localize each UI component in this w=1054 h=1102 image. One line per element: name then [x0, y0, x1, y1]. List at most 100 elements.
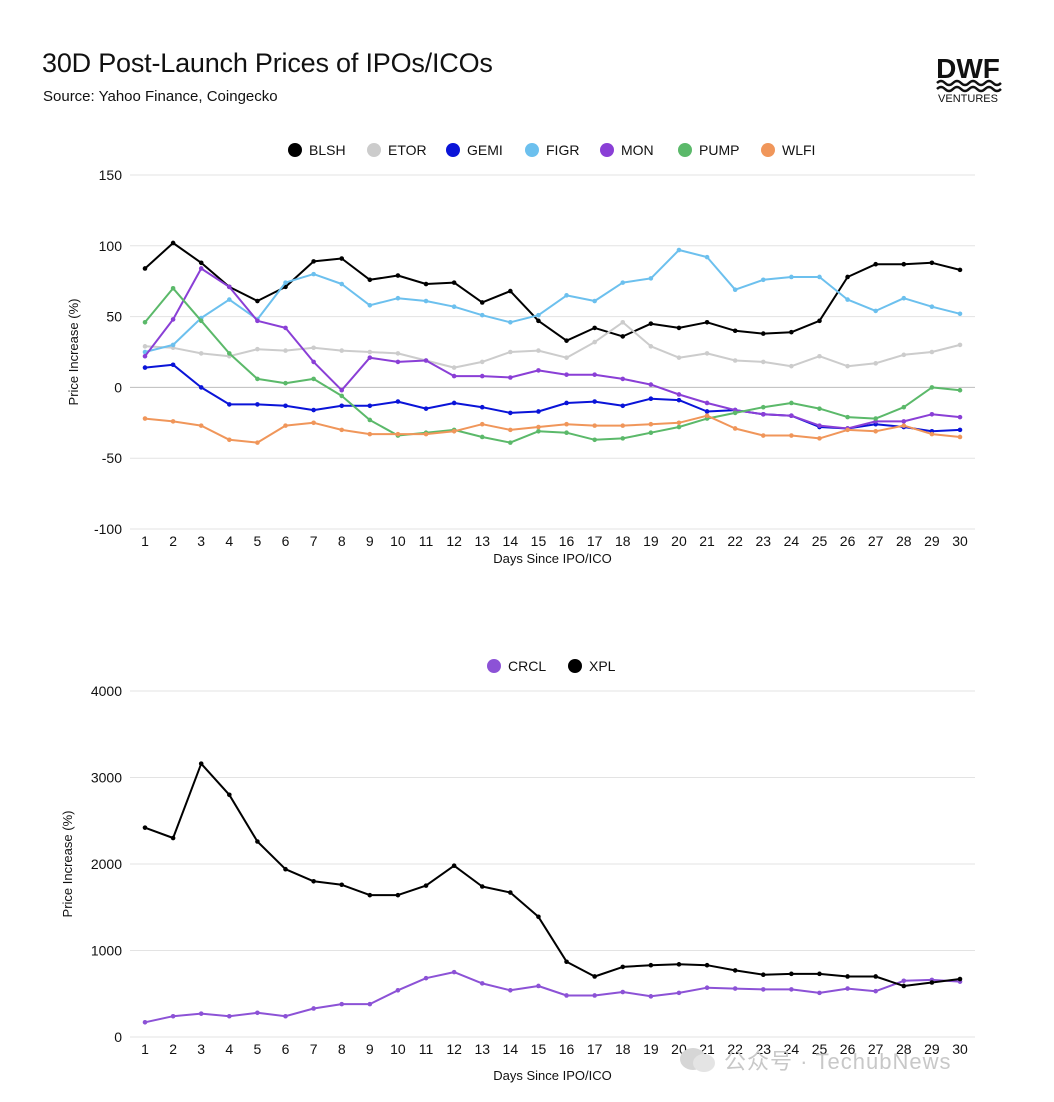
series-line-etor — [144, 321, 961, 369]
series-pump — [142, 285, 963, 445]
legend-item-blsh: BLSH — [288, 142, 346, 158]
data-point — [198, 385, 204, 390]
data-point — [198, 423, 204, 428]
x-tick-label: 24 — [784, 533, 800, 549]
data-point — [423, 975, 429, 981]
data-point — [479, 359, 485, 365]
data-point — [423, 281, 429, 287]
y-tick-label: -100 — [94, 521, 122, 537]
x-tick-label: 4 — [225, 533, 233, 549]
data-point — [536, 428, 541, 434]
y-tick-label: 150 — [99, 167, 123, 183]
data-point — [283, 1013, 288, 1019]
data-point — [957, 342, 963, 348]
x-tick-label: 14 — [503, 533, 519, 549]
data-point — [283, 423, 288, 428]
data-point — [311, 879, 316, 884]
series-gemi — [142, 362, 963, 434]
data-point — [479, 884, 485, 889]
x-tick-label: 27 — [868, 533, 884, 549]
x-tick-label: 21 — [699, 533, 715, 549]
x-tick-label: 11 — [419, 1041, 434, 1057]
data-point — [789, 433, 794, 438]
data-point — [170, 240, 176, 246]
data-point — [789, 274, 794, 280]
data-point — [227, 792, 232, 798]
data-point — [255, 440, 260, 445]
data-point — [283, 325, 288, 331]
legend-label: MON — [621, 142, 654, 158]
data-point — [339, 403, 345, 409]
data-point — [255, 376, 260, 382]
x-tick-label: 17 — [587, 533, 603, 549]
series-line-crcl — [144, 971, 961, 1024]
data-point — [536, 914, 541, 920]
data-point — [620, 334, 626, 339]
data-point — [339, 1001, 345, 1007]
data-point — [479, 434, 485, 440]
legend-item-etor: ETOR — [367, 142, 427, 158]
x-tick-label: 22 — [727, 533, 743, 549]
y-tick-label: 4000 — [91, 683, 122, 699]
page-subtitle: Source: Yahoo Finance, Coingecko — [43, 88, 278, 105]
data-point — [227, 351, 232, 356]
data-point — [339, 387, 345, 393]
data-point — [676, 420, 682, 426]
x-tick-label: 20 — [671, 533, 687, 549]
data-point — [760, 404, 766, 410]
series-line-pump — [144, 287, 961, 444]
data-point — [508, 427, 513, 433]
data-point — [957, 434, 963, 440]
data-point — [929, 349, 935, 355]
data-point — [479, 981, 485, 986]
data-point — [508, 349, 513, 355]
x-tick-label: 6 — [282, 533, 290, 549]
data-point — [283, 348, 288, 353]
data-point — [198, 318, 204, 324]
series-wlfi — [142, 413, 963, 445]
data-point — [142, 319, 148, 325]
data-point — [789, 363, 794, 369]
data-point — [227, 284, 232, 290]
data-point — [620, 423, 626, 428]
x-tick-label: 6 — [282, 1041, 290, 1057]
legend-item-xpl: XPL — [568, 658, 616, 674]
data-point — [732, 968, 738, 973]
data-point — [564, 372, 569, 377]
data-point — [789, 329, 794, 335]
y-tick-label: 1000 — [91, 943, 122, 959]
data-point — [423, 358, 429, 363]
data-point — [508, 987, 513, 993]
data-point — [817, 353, 822, 359]
data-point — [170, 419, 176, 424]
data-point — [676, 392, 682, 397]
data-point — [311, 359, 316, 365]
x-tick-label: 16 — [559, 533, 575, 549]
data-point — [564, 293, 569, 298]
data-point — [536, 983, 541, 989]
data-point — [395, 273, 401, 278]
data-point — [676, 247, 682, 253]
data-point — [732, 410, 738, 416]
data-point — [704, 409, 710, 414]
data-point — [901, 295, 907, 301]
data-point — [676, 424, 682, 430]
legend-item-pump: PUMP — [678, 142, 739, 158]
x-tick-label: 9 — [366, 533, 374, 549]
data-point — [255, 298, 260, 304]
legend-label: CRCL — [508, 658, 546, 674]
page-title: 30D Post-Launch Prices of IPOs/ICOs — [42, 48, 493, 78]
data-point — [732, 328, 738, 334]
data-point — [873, 308, 878, 314]
x-tick-label: 15 — [531, 1041, 547, 1057]
legend-item-figr: FIGR — [525, 142, 579, 158]
data-point — [142, 825, 148, 830]
data-point — [170, 835, 176, 841]
legend-marker — [446, 143, 460, 157]
data-point — [339, 882, 345, 888]
data-point — [648, 421, 654, 427]
data-point — [339, 427, 345, 433]
data-point — [817, 274, 822, 280]
data-point — [760, 412, 766, 417]
